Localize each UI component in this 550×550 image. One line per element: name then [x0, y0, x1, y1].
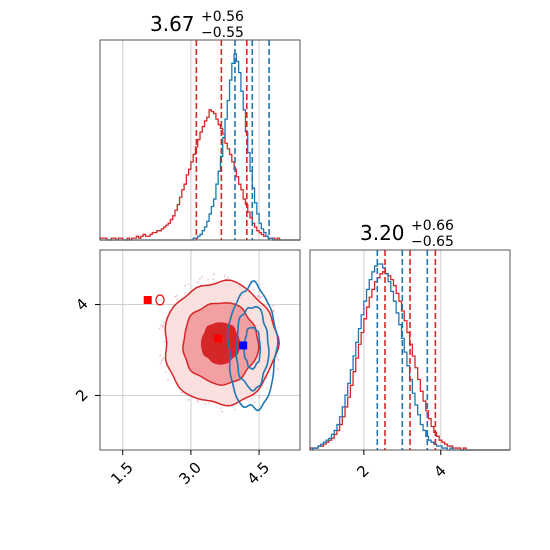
title-minus: −0.55 [201, 25, 244, 41]
scatter-point [180, 391, 183, 394]
red-contour-blob [155, 294, 165, 306]
point-marker [143, 296, 152, 304]
x-tick-label: 4.5 [244, 458, 274, 488]
scatter-point [167, 378, 170, 381]
scatter-point [187, 398, 190, 401]
y-tick-label: 4 [72, 295, 91, 314]
scatter-point [276, 356, 279, 359]
y-tick-label: 2 [72, 386, 91, 405]
scatter-point [161, 325, 164, 328]
scatter-point [162, 321, 165, 324]
title-value: 3.20 [360, 221, 405, 245]
scatter-point [213, 273, 216, 276]
blue-contour-level [235, 305, 270, 392]
x-tick-label: 1.5 [107, 458, 137, 488]
scatter-point [158, 327, 161, 330]
scatter-point [258, 396, 261, 399]
histogram-series-0 [99, 109, 300, 241]
scatter-point [245, 398, 248, 401]
title-plus: +0.66 [411, 218, 454, 234]
scatter-point [175, 294, 178, 297]
scatter-point [260, 296, 263, 299]
scatter-point [272, 310, 275, 313]
scatter-point [265, 387, 268, 390]
scatter-point [197, 400, 200, 403]
scatter-point [164, 317, 167, 320]
scatter-point [220, 410, 223, 413]
scatter-point [208, 402, 211, 405]
scatter-point [204, 402, 207, 405]
scatter-point [272, 304, 275, 307]
scatter-point [257, 295, 260, 298]
scatter-point [163, 341, 166, 344]
title-value: 3.67 [150, 12, 195, 36]
scatter-point [226, 276, 229, 279]
contour-panel: 1.5 3.0 4.5 2 4 [72, 249, 301, 488]
scatter-point [176, 298, 179, 301]
scatter-point [277, 358, 280, 361]
scatter-point [159, 324, 162, 327]
blue-contour-level [226, 280, 279, 412]
scatter-point [207, 278, 210, 281]
x-tick-label: 3.0 [175, 458, 205, 488]
histogram-panel-top: 3.67 +0.56−0.55 [99, 9, 301, 241]
scatter-point [187, 283, 190, 286]
panel-frame [99, 39, 301, 241]
scatter-point [164, 371, 167, 374]
scatter-point [200, 276, 203, 279]
scatter-point [252, 288, 255, 291]
scatter-point [159, 361, 162, 364]
scatter-point [159, 354, 162, 357]
scatter-point [212, 278, 215, 281]
scatter-point [160, 359, 163, 362]
scatter-point [219, 407, 222, 410]
scatter-point [233, 408, 236, 411]
scatter-point [198, 278, 201, 281]
scatter-point [258, 296, 261, 299]
x-tick-label: 2 [353, 462, 372, 481]
scatter-point [162, 357, 165, 360]
scatter-point [223, 274, 226, 277]
title-plus: +0.56 [201, 9, 244, 25]
title-minus: −0.65 [411, 234, 454, 250]
scatter-point [197, 281, 200, 284]
panel-frame [309, 249, 511, 451]
histogram-panel-right: 3.20 +0.66−0.65 2 4 [309, 218, 511, 481]
scatter-point [253, 401, 256, 404]
histogram-series-0 [309, 271, 510, 451]
x-tick-label: 4 [430, 462, 449, 481]
scatter-point [184, 284, 187, 287]
scatter-point [276, 368, 279, 371]
scatter-point [184, 292, 187, 295]
scatter-point [174, 295, 177, 298]
point-marker [239, 341, 248, 350]
panel-frame [99, 249, 301, 451]
scatter-point [162, 323, 165, 326]
point-marker [214, 334, 223, 343]
scatter-point [196, 399, 199, 402]
